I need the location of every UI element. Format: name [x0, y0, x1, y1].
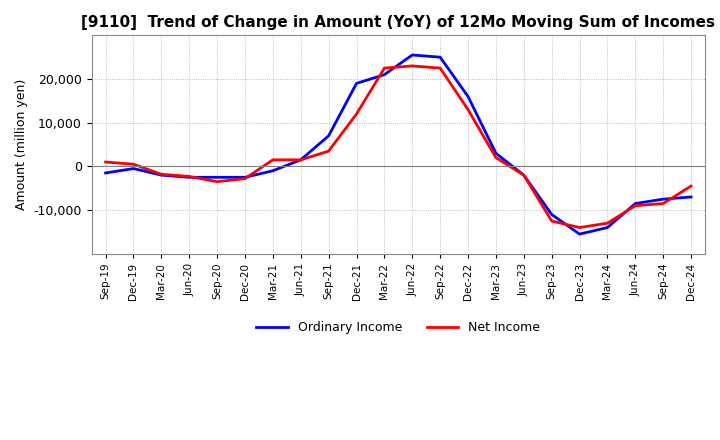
- Y-axis label: Amount (million yen): Amount (million yen): [15, 79, 28, 210]
- Net Income: [157, 172, 166, 177]
- Net Income: [687, 183, 696, 189]
- Ordinary Income: [129, 166, 138, 171]
- Ordinary Income: [380, 72, 389, 77]
- Ordinary Income: [297, 157, 305, 162]
- Net Income: [240, 176, 249, 181]
- Ordinary Income: [240, 175, 249, 180]
- Net Income: [519, 172, 528, 178]
- Ordinary Income: [185, 175, 194, 180]
- Ordinary Income: [631, 201, 639, 206]
- Ordinary Income: [408, 52, 417, 58]
- Net Income: [380, 66, 389, 71]
- Net Income: [631, 203, 639, 209]
- Line: Net Income: Net Income: [106, 66, 691, 227]
- Net Income: [297, 157, 305, 162]
- Ordinary Income: [547, 212, 556, 217]
- Ordinary Income: [575, 231, 584, 237]
- Ordinary Income: [687, 194, 696, 200]
- Ordinary Income: [436, 55, 444, 60]
- Ordinary Income: [157, 172, 166, 178]
- Ordinary Income: [269, 168, 277, 173]
- Net Income: [102, 159, 110, 165]
- Title: [9110]  Trend of Change in Amount (YoY) of 12Mo Moving Sum of Incomes: [9110] Trend of Change in Amount (YoY) o…: [81, 15, 716, 30]
- Net Income: [464, 107, 472, 112]
- Net Income: [269, 157, 277, 162]
- Net Income: [547, 218, 556, 224]
- Ordinary Income: [603, 225, 612, 230]
- Net Income: [408, 63, 417, 69]
- Net Income: [492, 155, 500, 160]
- Net Income: [185, 174, 194, 179]
- Ordinary Income: [492, 150, 500, 156]
- Ordinary Income: [102, 170, 110, 176]
- Ordinary Income: [659, 197, 667, 202]
- Ordinary Income: [464, 94, 472, 99]
- Ordinary Income: [519, 172, 528, 178]
- Net Income: [436, 66, 444, 71]
- Ordinary Income: [352, 81, 361, 86]
- Net Income: [575, 225, 584, 230]
- Net Income: [129, 161, 138, 167]
- Legend: Ordinary Income, Net Income: Ordinary Income, Net Income: [251, 316, 545, 339]
- Net Income: [659, 201, 667, 206]
- Ordinary Income: [324, 133, 333, 139]
- Ordinary Income: [213, 175, 222, 180]
- Net Income: [352, 111, 361, 117]
- Net Income: [213, 179, 222, 184]
- Line: Ordinary Income: Ordinary Income: [106, 55, 691, 234]
- Net Income: [324, 148, 333, 154]
- Net Income: [603, 220, 612, 226]
